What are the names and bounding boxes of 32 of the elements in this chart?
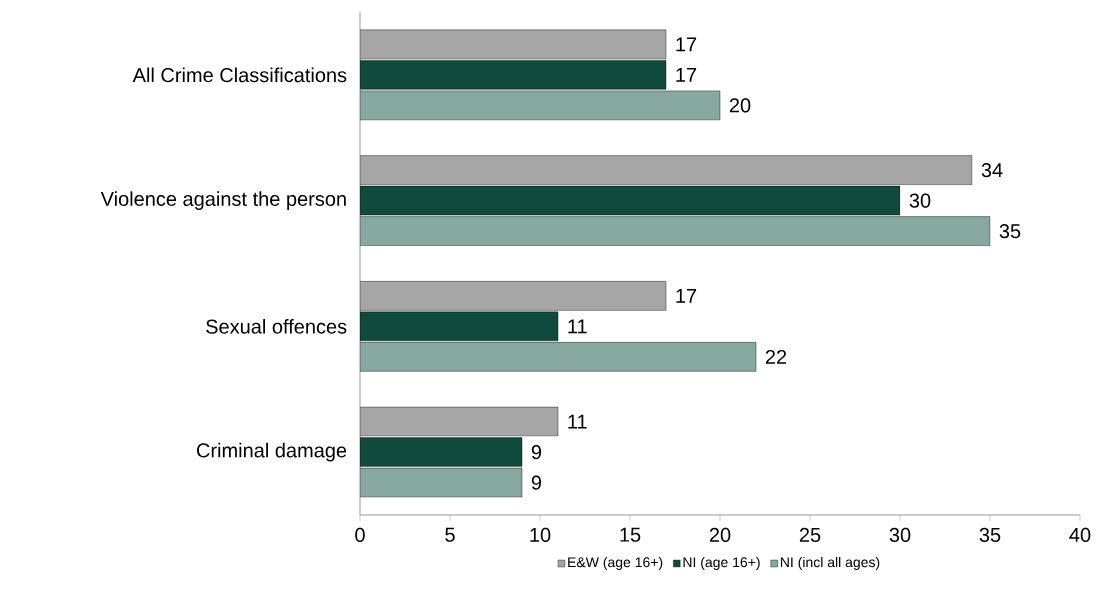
data-label: 30 [909, 193, 931, 208]
legend-label: E&W (age 16+) [568, 556, 663, 570]
y-tick-label: Violence against the person [100, 191, 346, 210]
bar [360, 437, 523, 467]
data-label: 11 [568, 414, 587, 429]
x-tick-label: 15 [620, 527, 641, 542]
data-label: 34 [981, 163, 1003, 178]
bar [360, 185, 901, 216]
data-label: 17 [676, 288, 697, 303]
legend-label: NI (age 16+) [683, 556, 760, 570]
y-tick-label: All Crime Classifications [132, 67, 347, 83]
x-tick-label: 40 [1069, 527, 1091, 543]
data-label: 20 [729, 98, 751, 113]
data-label: 17 [676, 68, 697, 82]
bar [360, 311, 559, 342]
x-tick-label: 35 [979, 527, 1001, 543]
x-tick-label: 10 [530, 527, 551, 543]
x-tick-label: 30 [889, 527, 911, 543]
data-label: 11 [568, 319, 587, 334]
y-tick-label: Criminal damage [196, 442, 347, 462]
x-tick-label: 25 [799, 527, 821, 543]
x-tick-label: 0 [355, 527, 365, 543]
data-label: 35 [999, 224, 1021, 239]
data-label: 9 [531, 445, 542, 460]
data-label: 22 [765, 349, 787, 364]
legend-label: NI (incl all ages) [780, 556, 880, 570]
y-tick-label: Sexual offences [206, 319, 347, 334]
x-tick-label: 5 [445, 527, 455, 542]
x-tick-label: 20 [709, 527, 731, 543]
bar [360, 60, 667, 90]
data-label: 17 [676, 37, 697, 52]
data-label: 9 [531, 475, 542, 490]
